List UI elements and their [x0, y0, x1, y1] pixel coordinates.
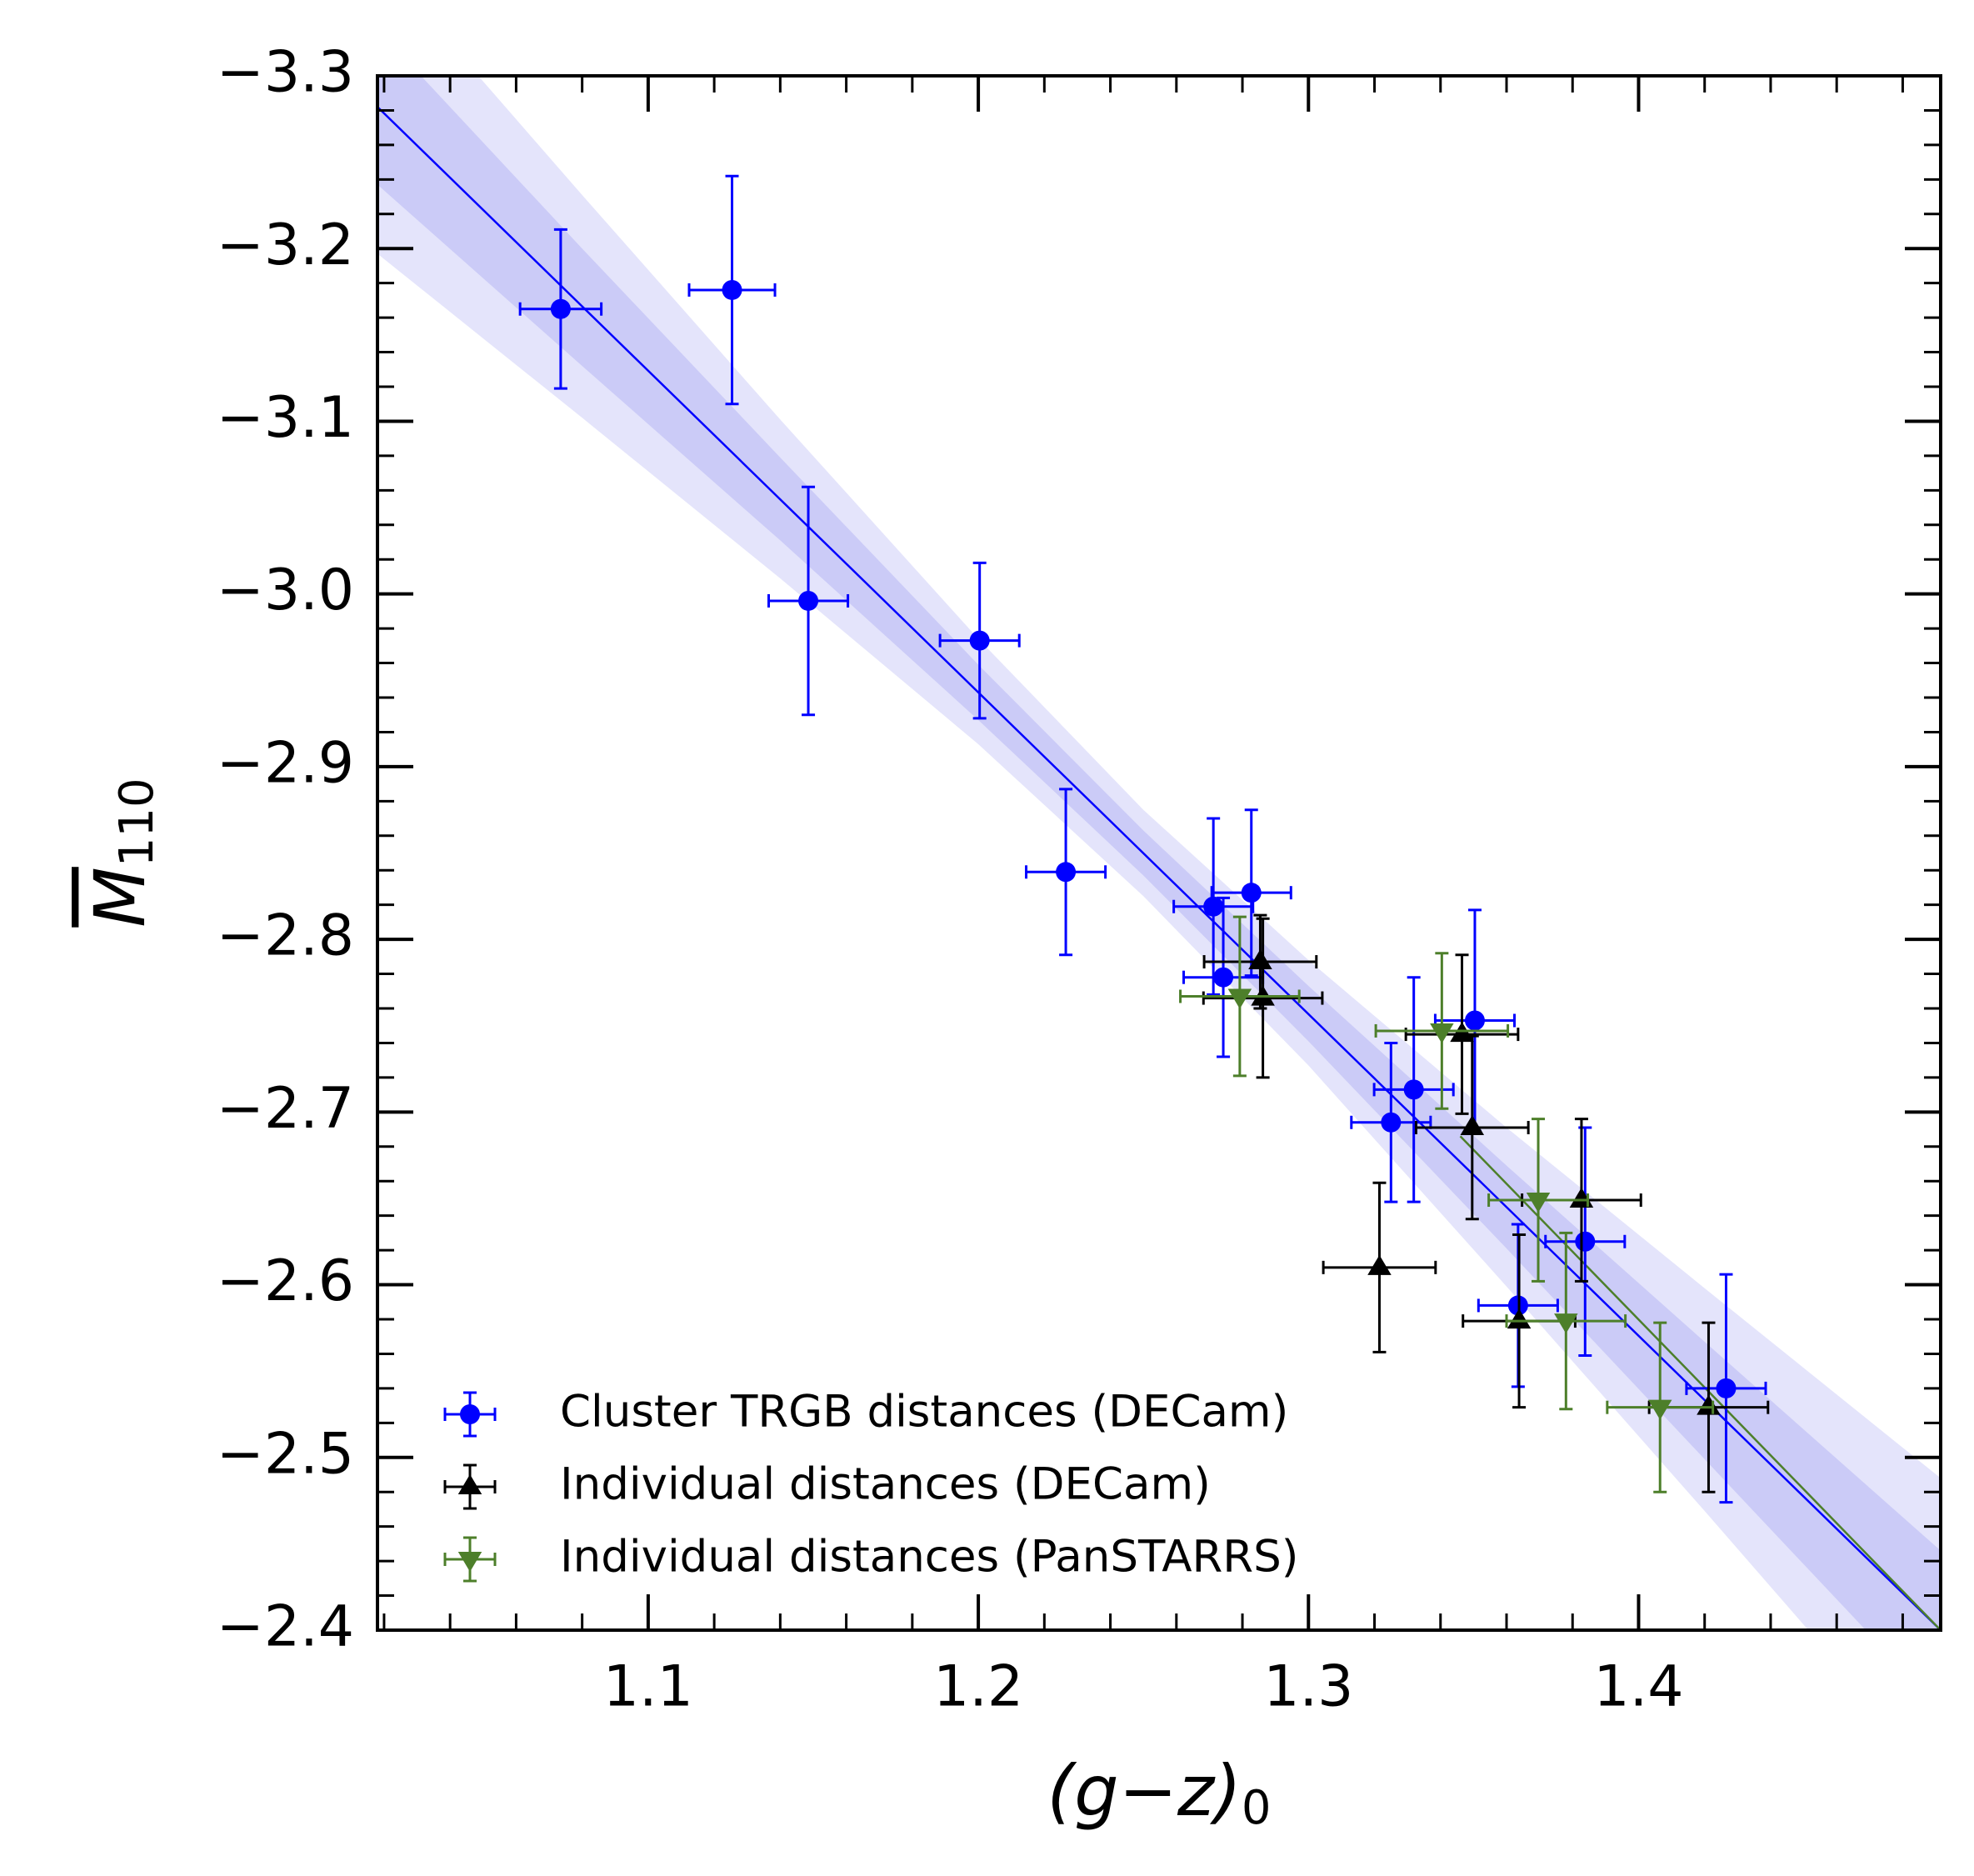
x-tick-label: 1.4	[1593, 1654, 1683, 1720]
legend-entry: Individual distances (PanSTARRS)	[443, 1532, 1298, 1583]
y-tick-label: −2.4	[217, 1594, 354, 1660]
marker	[1460, 1114, 1485, 1135]
marker	[460, 1404, 480, 1424]
marker	[1241, 883, 1262, 903]
axes: 1.1 1.2 1.3 1.4 −3.3 −3.2 −3.1 −3.0 −2.9 −2.8 −2.7…	[217, 40, 1942, 1720]
marker	[1507, 1308, 1532, 1329]
x-label-main: (g−z)	[1047, 1750, 1242, 1832]
y-label-main: M	[79, 867, 161, 927]
marker	[969, 630, 990, 651]
marker	[457, 1552, 482, 1572]
x-label-sub: 0	[1242, 1781, 1272, 1835]
y-tick-label: −3.3	[217, 40, 354, 106]
marker	[1526, 1193, 1551, 1213]
y-tick-label: −3.1	[217, 385, 354, 451]
y-tick-label: −2.7	[217, 1076, 354, 1142]
marker	[1403, 1079, 1424, 1100]
marker	[1227, 988, 1252, 1009]
marker	[1056, 862, 1077, 883]
fit-line	[1459, 1135, 1941, 1630]
y-axis-label: M110	[79, 778, 164, 927]
marker	[1716, 1378, 1737, 1398]
legend-label: Cluster TRGB distances (DECam)	[560, 1387, 1288, 1438]
marker	[1575, 1231, 1596, 1252]
marker	[1647, 1399, 1672, 1420]
y-axis-label-group: M110	[79, 778, 164, 927]
legend: Cluster TRGB distances (DECam) Individual…	[443, 1387, 1298, 1583]
y-tick-label: −2.6	[217, 1248, 354, 1314]
y-tick-label: −2.5	[217, 1421, 354, 1487]
plot-frame	[376, 74, 1942, 1632]
marker	[1381, 1112, 1402, 1133]
y-tick-label: −2.8	[217, 903, 354, 969]
fit-line	[377, 106, 1941, 1630]
fits	[377, 106, 1941, 1630]
y-tick-label: −3.0	[217, 558, 354, 623]
legend-entry: Cluster TRGB distances (DECam)	[443, 1387, 1288, 1438]
legend-label: Individual distances (PanSTARRS)	[560, 1532, 1298, 1583]
x-axis-label: (g−z)0	[1047, 1750, 1272, 1835]
legend-entry: Individual distances (DECam)	[443, 1459, 1211, 1510]
marker	[1367, 1254, 1392, 1275]
marker	[722, 279, 742, 300]
marker	[1248, 949, 1272, 970]
marker	[1430, 1023, 1454, 1043]
x-tick-label: 1.1	[603, 1654, 693, 1720]
marker	[1697, 1394, 1721, 1415]
points	[518, 174, 1770, 1504]
marker	[1554, 1313, 1578, 1334]
marker	[457, 1474, 482, 1494]
y-tick-label: −3.2	[217, 213, 354, 278]
marker	[1213, 967, 1234, 988]
marker	[1464, 1010, 1485, 1031]
marker	[550, 298, 571, 319]
x-tick-label: 1.3	[1263, 1654, 1353, 1720]
marker	[1203, 896, 1224, 917]
marker	[798, 590, 819, 611]
y-tick-label: −2.9	[217, 730, 354, 796]
bands	[377, 76, 1941, 1630]
x-tick-label: 1.2	[933, 1654, 1023, 1720]
y-label-sub: 110	[110, 778, 164, 867]
legend-label: Individual distances (DECam)	[560, 1459, 1211, 1510]
